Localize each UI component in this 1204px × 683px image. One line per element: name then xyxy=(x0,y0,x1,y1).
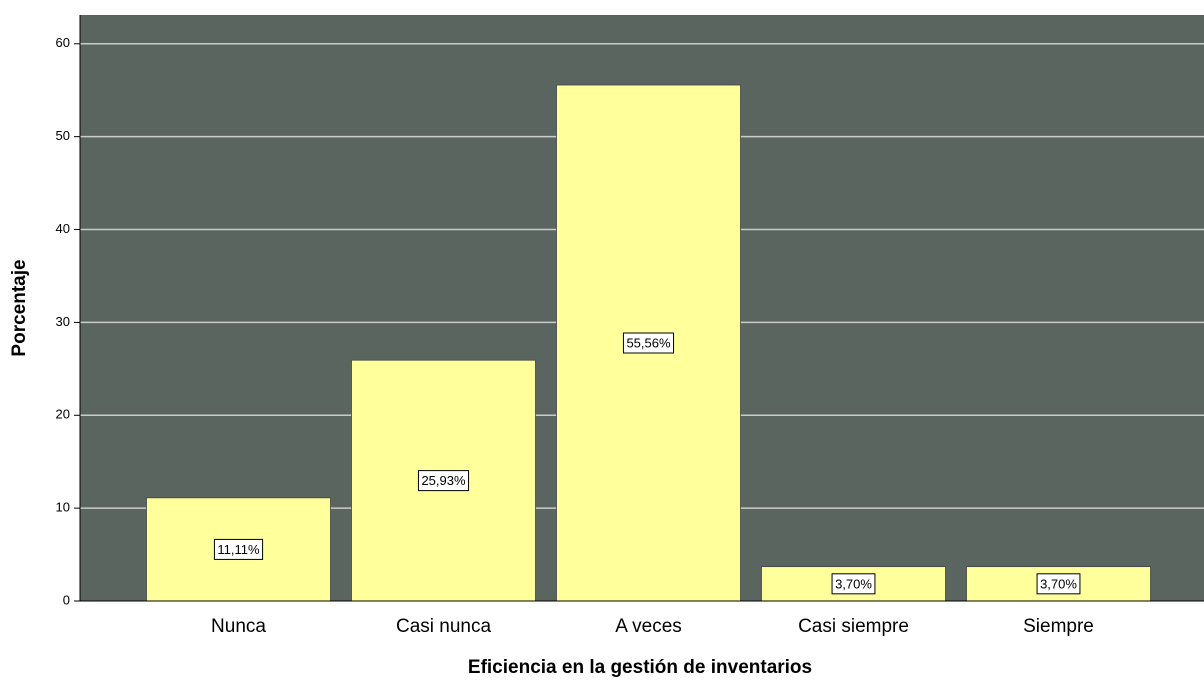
x-tick-label: A veces xyxy=(615,616,682,637)
y-tick-label: 60 xyxy=(56,35,70,50)
x-tick-label: Siempre xyxy=(1023,616,1094,637)
value-label-box xyxy=(622,332,675,354)
x-tick-label: Nunca xyxy=(211,616,266,637)
value-label: 3,70% xyxy=(1040,576,1077,591)
y-tick-label: 20 xyxy=(56,407,70,422)
x-axis-title: Eficiencia en la gestión de inventarios xyxy=(468,657,812,678)
y-tick-label: 0 xyxy=(63,592,70,607)
y-tick-label: 10 xyxy=(56,500,70,515)
x-tick-label: Casi nunca xyxy=(396,616,491,637)
y-tick-label: 30 xyxy=(56,314,70,329)
value-label: 25,93% xyxy=(421,473,466,488)
value-label: 55,56% xyxy=(626,335,671,350)
value-label: 11,11% xyxy=(217,542,260,557)
value-label: 3,70% xyxy=(835,576,872,591)
y-tick-label: 50 xyxy=(56,128,70,143)
y-tick-label: 40 xyxy=(56,221,70,236)
x-tick-label: Casi siempre xyxy=(798,616,909,637)
value-label-box xyxy=(1036,573,1081,595)
value-label-box xyxy=(417,470,470,492)
value-label-box xyxy=(213,538,264,560)
value-label-box xyxy=(831,573,876,595)
y-axis-title: Porcentaje xyxy=(9,259,30,356)
